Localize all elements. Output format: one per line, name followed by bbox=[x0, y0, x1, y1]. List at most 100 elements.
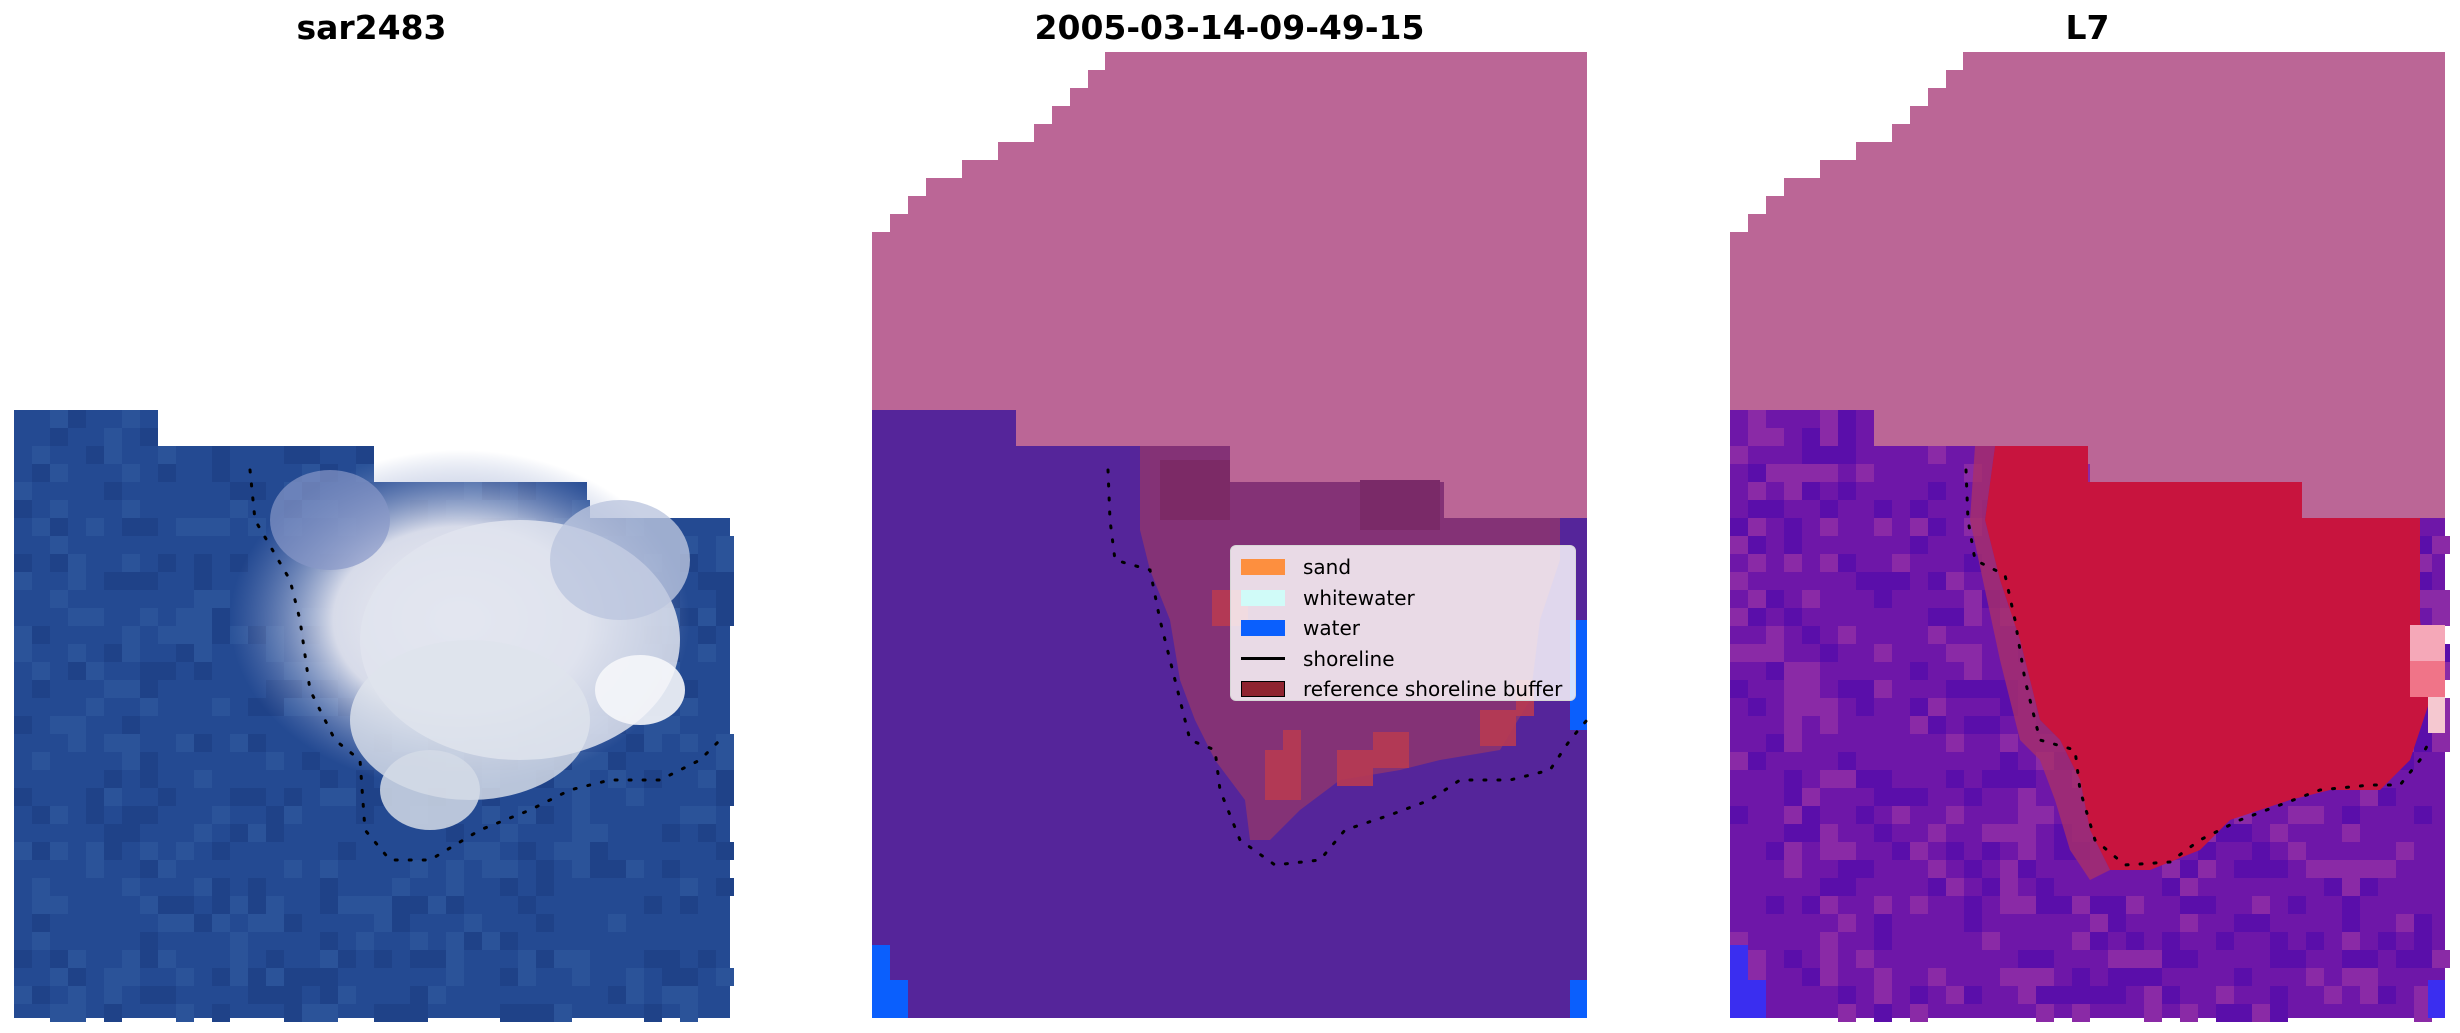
satellite-pixel bbox=[230, 482, 248, 500]
l7-pixel bbox=[1820, 428, 1838, 446]
satellite-pixel bbox=[302, 968, 320, 986]
l7-pixel bbox=[1982, 878, 2000, 896]
l7-pixel bbox=[1874, 572, 1892, 590]
satellite-pixel bbox=[176, 518, 194, 536]
l7-pixel bbox=[2252, 914, 2270, 932]
satellite-pixel bbox=[68, 410, 86, 428]
l7-pixel bbox=[2090, 914, 2108, 932]
l7-pixel bbox=[2342, 896, 2360, 914]
satellite-pixel bbox=[500, 860, 518, 878]
l7-pixel bbox=[1766, 626, 1784, 644]
l7-pixel bbox=[2000, 968, 2018, 986]
l7-pixel bbox=[1802, 968, 1820, 986]
l7-pixel bbox=[1748, 590, 1766, 608]
satellite-pixel bbox=[194, 644, 212, 662]
satellite-pixel bbox=[572, 788, 590, 806]
l7-pixel bbox=[2270, 824, 2288, 842]
l7-pixel bbox=[1874, 518, 1892, 536]
l7-pixel bbox=[2360, 986, 2378, 1004]
satellite-pixel bbox=[104, 680, 122, 698]
satellite-pixel bbox=[356, 788, 374, 806]
satellite-pixel bbox=[122, 734, 140, 752]
satellite-pixel bbox=[50, 500, 68, 518]
l7-pixel bbox=[2432, 590, 2450, 608]
satellite-pixel bbox=[662, 986, 680, 1004]
satellite-pixel bbox=[176, 734, 194, 752]
satellite-pixel bbox=[662, 824, 680, 842]
satellite-pixel bbox=[464, 914, 482, 932]
satellite-pixel bbox=[464, 842, 482, 860]
satellite-pixel bbox=[446, 860, 464, 878]
satellite-pixel bbox=[140, 428, 158, 446]
l7-pixel bbox=[1766, 590, 1784, 608]
satellite-pixel bbox=[716, 752, 734, 770]
satellite-pixel bbox=[554, 842, 572, 860]
l7-pixel bbox=[1820, 446, 1838, 464]
satellite-pixel bbox=[320, 968, 338, 986]
l7-pixel bbox=[2378, 860, 2396, 878]
l7-pixel bbox=[2306, 968, 2324, 986]
satellite-pixel bbox=[338, 986, 356, 1004]
satellite-pixel bbox=[428, 896, 446, 914]
satellite-pixel bbox=[140, 518, 158, 536]
satellite-pixel bbox=[68, 986, 86, 1004]
satellite-pixel bbox=[464, 932, 482, 950]
l7-pixel bbox=[2306, 932, 2324, 950]
l7-pixel bbox=[1784, 464, 1802, 482]
legend-item-water: water bbox=[1241, 613, 1565, 644]
l7-pixel bbox=[1892, 806, 1910, 824]
l7-pixel bbox=[1766, 428, 1784, 446]
legend-item-reference-shoreline-buffer: reference shoreline buffer bbox=[1241, 674, 1565, 705]
l7-pixel bbox=[1784, 860, 1802, 878]
l7-pixel bbox=[1802, 662, 1820, 680]
l7-pixel bbox=[1982, 716, 2000, 734]
satellite-pixel bbox=[104, 986, 122, 1004]
l7-pixel bbox=[1964, 644, 1982, 662]
satellite-pixel bbox=[212, 1004, 230, 1022]
l7-pixel bbox=[1838, 554, 1856, 572]
l7-pixel bbox=[1784, 482, 1802, 500]
satellite-pixel bbox=[626, 734, 644, 752]
satellite-pixel bbox=[698, 950, 716, 968]
l7-pixel bbox=[1748, 410, 1766, 428]
satellite-pixel bbox=[212, 878, 230, 896]
satellite-pixel bbox=[644, 950, 662, 968]
l7-pixel bbox=[2396, 950, 2414, 968]
panel-title-left: sar2483 bbox=[296, 8, 447, 47]
l7-pixel bbox=[1748, 518, 1766, 536]
l7-pixel bbox=[2036, 878, 2054, 896]
satellite-pixel bbox=[32, 464, 50, 482]
satellite-pixel bbox=[680, 698, 698, 716]
l7-pixel bbox=[2018, 896, 2036, 914]
satellite-pixel bbox=[716, 842, 734, 860]
satellite-pixel bbox=[266, 896, 284, 914]
satellite-pixel bbox=[302, 752, 320, 770]
satellite-pixel bbox=[122, 680, 140, 698]
satellite-pixel bbox=[14, 572, 32, 590]
l7-pixel bbox=[2324, 860, 2342, 878]
shoreline-dots-right bbox=[1964, 468, 2432, 867]
satellite-pixel bbox=[194, 590, 212, 608]
blue-water-right bbox=[1730, 945, 2445, 1018]
l7-pixel bbox=[2360, 788, 2378, 806]
l7-pixel bbox=[2414, 1004, 2432, 1022]
l7-pixel bbox=[1838, 1004, 1856, 1022]
l7-pixel bbox=[1784, 698, 1802, 716]
satellite-pixel bbox=[248, 734, 266, 752]
l7-pixel bbox=[2198, 860, 2216, 878]
l7-pixel bbox=[2306, 860, 2324, 878]
satellite-pixel bbox=[32, 806, 50, 824]
satellite-pixel bbox=[320, 986, 338, 1004]
satellite-pixel bbox=[194, 608, 212, 626]
l7-pixel bbox=[2234, 914, 2252, 932]
l7-pixel bbox=[2432, 608, 2450, 626]
satellite-pixel bbox=[716, 536, 734, 554]
l7-pixel bbox=[1820, 716, 1838, 734]
l7-pixel bbox=[1784, 518, 1802, 536]
l7-pixel bbox=[1784, 788, 1802, 806]
satellite-pixel bbox=[158, 914, 176, 932]
l7-pixel bbox=[1874, 644, 1892, 662]
satellite-pixel bbox=[698, 806, 716, 824]
satellite-pixel bbox=[248, 914, 266, 932]
l7-pixel bbox=[2162, 878, 2180, 896]
